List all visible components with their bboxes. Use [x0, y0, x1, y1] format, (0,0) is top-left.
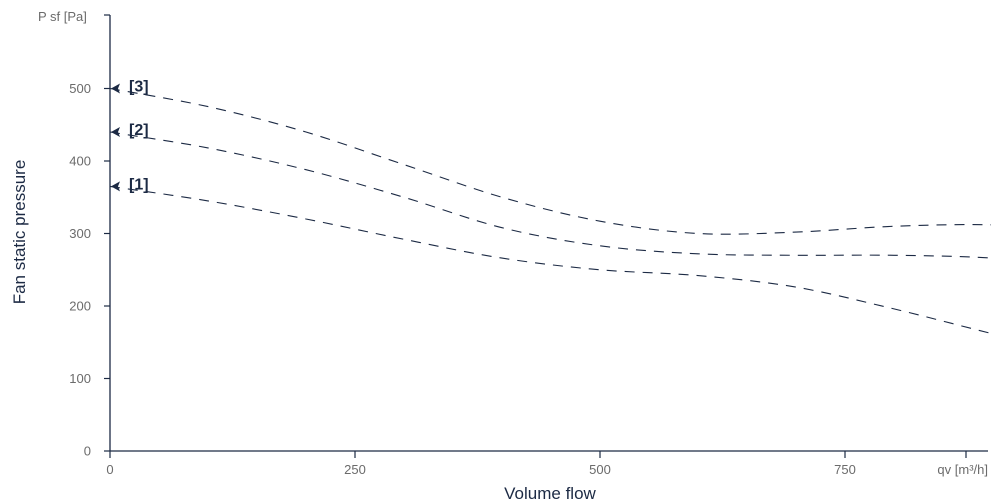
y-tick-label: 500	[69, 81, 91, 96]
y-tick-label: 400	[69, 154, 91, 169]
x-tick-label: 250	[344, 462, 366, 477]
x-tick-label: 750	[834, 462, 856, 477]
curve-label: [3]	[129, 79, 149, 96]
y-axis-ticks: 0 100 200 300 400 500	[69, 14, 110, 459]
curve-marker-icon	[111, 127, 120, 137]
curve-1	[109, 185, 991, 334]
curve-3	[109, 87, 991, 235]
curve-label: [1]	[129, 176, 149, 193]
curve-2	[109, 131, 991, 259]
y-tick-label: 200	[69, 299, 91, 314]
x-tick-label: 0	[106, 462, 113, 477]
x-axis-ticks: 0250500750100012501500	[106, 451, 967, 477]
y-tick-label: 300	[69, 226, 91, 241]
curve-label: [2]	[129, 122, 149, 139]
y-axis-unit: P sf [Pa]	[38, 9, 87, 24]
x-axis-title: Volume flow	[504, 484, 596, 503]
x-tick-label: 500	[589, 462, 611, 477]
y-tick-label: 0	[84, 444, 91, 459]
curves-group: [1] [2] [3]	[109, 79, 991, 334]
curve-marker-icon	[111, 83, 120, 94]
y-tick-label: 100	[69, 371, 91, 386]
x-axis-unit: qv [m³/h]	[937, 462, 988, 477]
curve-marker-icon	[111, 181, 120, 192]
y-axis-title: Fan static pressure	[10, 160, 29, 305]
